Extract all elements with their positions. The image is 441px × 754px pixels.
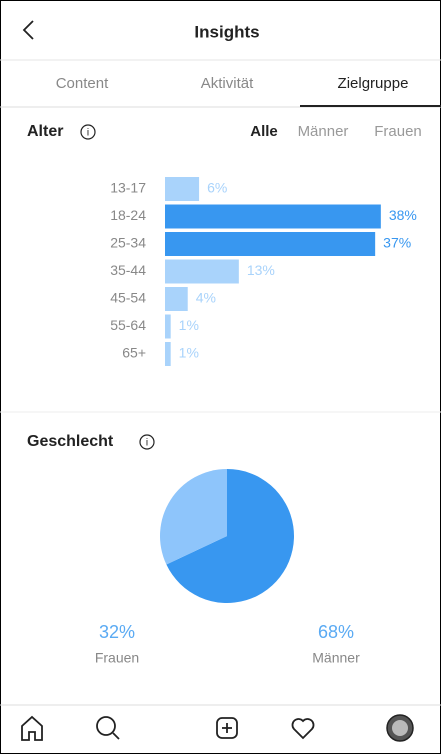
back-button[interactable] — [22, 20, 34, 40]
age-label: 13-17 — [110, 180, 146, 196]
pie-slice — [166, 469, 294, 603]
tab-active[interactable]: Zielgruppe — [338, 75, 409, 92]
value-label: 6% — [207, 180, 227, 196]
value-label: 38% — [389, 207, 417, 223]
tab[interactable]: Content — [56, 75, 109, 92]
pie-slice — [159, 469, 227, 565]
page-title: Insights — [194, 22, 259, 41]
info-icon[interactable]: i — [80, 124, 96, 140]
value-label: 37% — [383, 235, 411, 251]
section-title: Alter — [27, 123, 63, 140]
section-title: Geschlecht — [27, 433, 114, 450]
value-label: 4% — [196, 290, 216, 306]
info-icon[interactable]: i — [139, 434, 155, 450]
pie-category: Frauen — [95, 650, 139, 666]
bar — [165, 259, 239, 284]
bar — [165, 177, 200, 201]
age-label: 45-54 — [110, 290, 146, 306]
pie-value-label: 68% — [318, 622, 354, 642]
age-label: 25-34 — [110, 235, 146, 251]
value-label: 1% — [179, 345, 199, 361]
value-label: 1% — [179, 317, 199, 333]
svg-text:i: i — [87, 128, 89, 139]
search-icon[interactable] — [96, 716, 120, 740]
filter[interactable]: Frauen — [374, 123, 422, 140]
bar — [165, 287, 188, 311]
pie-category: Männer — [312, 650, 360, 666]
heart-icon[interactable] — [291, 718, 315, 740]
age-label: 35-44 — [110, 262, 146, 278]
age-label: 55-64 — [110, 317, 146, 333]
add-icon[interactable] — [216, 717, 238, 739]
age-label: 18-24 — [110, 207, 146, 223]
filter[interactable]: Männer — [298, 123, 349, 140]
bar — [165, 204, 381, 229]
home-icon[interactable] — [21, 715, 43, 741]
filter[interactable]: Alle — [250, 123, 278, 140]
bar — [165, 232, 376, 256]
svg-text:i: i — [146, 438, 148, 449]
tab[interactable]: Aktivität — [201, 75, 254, 92]
profile-avatar[interactable] — [386, 714, 414, 742]
bar — [165, 342, 171, 366]
value-label: 13% — [247, 262, 275, 278]
bar — [165, 314, 171, 339]
age-label: 65+ — [122, 345, 146, 361]
pie-value-label: 32% — [99, 622, 135, 642]
